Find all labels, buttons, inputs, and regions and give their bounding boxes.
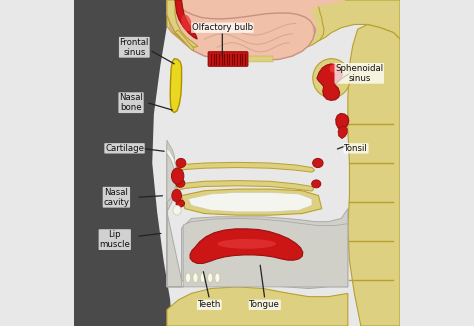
Text: Tongue: Tongue bbox=[249, 300, 280, 309]
Text: Nasal
bone: Nasal bone bbox=[119, 93, 143, 112]
Text: Sphenoidal
sinus: Sphenoidal sinus bbox=[335, 64, 383, 83]
Text: Frontal
sinus: Frontal sinus bbox=[119, 37, 149, 57]
Polygon shape bbox=[175, 30, 194, 51]
Ellipse shape bbox=[311, 180, 321, 188]
Polygon shape bbox=[167, 0, 348, 51]
Text: Nasal
cavity: Nasal cavity bbox=[103, 187, 129, 207]
Ellipse shape bbox=[208, 273, 213, 283]
Polygon shape bbox=[167, 0, 198, 47]
Ellipse shape bbox=[313, 59, 350, 98]
Polygon shape bbox=[167, 154, 176, 202]
Polygon shape bbox=[175, 0, 197, 39]
Polygon shape bbox=[167, 140, 348, 287]
FancyBboxPatch shape bbox=[208, 52, 248, 66]
Polygon shape bbox=[167, 287, 348, 326]
Polygon shape bbox=[167, 0, 348, 52]
Text: Lip
muscle: Lip muscle bbox=[100, 230, 130, 249]
Polygon shape bbox=[338, 126, 347, 139]
Text: Olfactory bulb: Olfactory bulb bbox=[192, 23, 253, 32]
Polygon shape bbox=[167, 0, 315, 60]
Ellipse shape bbox=[181, 15, 191, 31]
Polygon shape bbox=[177, 162, 315, 172]
Polygon shape bbox=[167, 148, 176, 202]
Polygon shape bbox=[74, 0, 172, 326]
Ellipse shape bbox=[176, 158, 186, 168]
Polygon shape bbox=[190, 229, 303, 263]
Polygon shape bbox=[348, 24, 400, 326]
Text: Tonsil: Tonsil bbox=[344, 144, 368, 153]
Ellipse shape bbox=[172, 189, 182, 202]
Ellipse shape bbox=[176, 200, 184, 207]
Ellipse shape bbox=[313, 158, 323, 168]
Polygon shape bbox=[336, 113, 349, 130]
Ellipse shape bbox=[200, 273, 205, 283]
Polygon shape bbox=[317, 64, 343, 100]
Ellipse shape bbox=[215, 273, 220, 283]
Text: Teeth: Teeth bbox=[198, 300, 221, 309]
Text: Cartilage: Cartilage bbox=[105, 144, 144, 153]
Ellipse shape bbox=[185, 273, 191, 283]
Polygon shape bbox=[182, 189, 322, 215]
Ellipse shape bbox=[329, 64, 339, 73]
Polygon shape bbox=[188, 192, 312, 212]
Polygon shape bbox=[167, 143, 348, 289]
Ellipse shape bbox=[173, 205, 181, 215]
Polygon shape bbox=[170, 59, 182, 112]
Ellipse shape bbox=[218, 239, 276, 249]
Polygon shape bbox=[167, 0, 316, 51]
Ellipse shape bbox=[193, 273, 198, 283]
Polygon shape bbox=[167, 0, 400, 51]
Ellipse shape bbox=[176, 179, 185, 187]
Polygon shape bbox=[177, 181, 314, 191]
Ellipse shape bbox=[172, 168, 184, 184]
